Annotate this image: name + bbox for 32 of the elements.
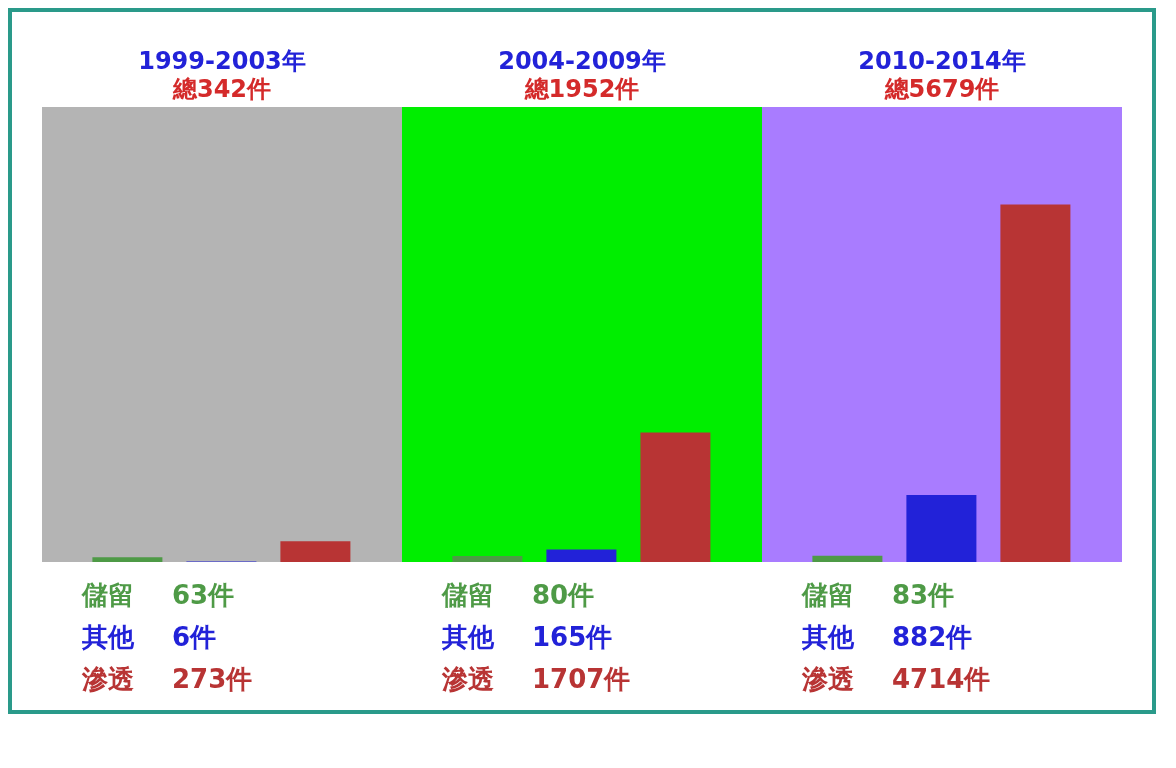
text: 滲透 <box>802 664 854 694</box>
x-tick-label: 2004-2009年 <box>498 47 666 75</box>
series-label: 儲留 <box>82 579 135 612</box>
bar <box>812 555 883 562</box>
text: 滲透 <box>82 664 134 694</box>
text: 總5679件 <box>883 75 1000 103</box>
bar <box>452 555 523 562</box>
text: 滲透 <box>442 663 495 696</box>
text: 其他 <box>442 621 495 654</box>
bar <box>906 495 977 562</box>
data-label: 80件 <box>532 580 595 610</box>
data-label: 882件 <box>892 622 973 652</box>
data-label: 4714件 <box>892 664 991 694</box>
bar <box>546 549 617 562</box>
data-label: 63件 <box>172 580 235 610</box>
data-label: 1707件 <box>532 664 631 694</box>
bar <box>280 541 351 562</box>
data-label: 6件 <box>172 622 217 652</box>
bar <box>92 557 163 562</box>
text: 儲留 <box>442 580 494 610</box>
text: 其他 <box>802 622 854 652</box>
bar <box>640 432 711 562</box>
text: 總1952件 <box>523 75 640 103</box>
text: 總342件 <box>171 75 272 103</box>
x-tick-label: 2010-2014年 <box>858 47 1026 75</box>
bar <box>1000 204 1071 562</box>
x-tick-label: 1999-2003年 <box>138 47 306 75</box>
text: 儲留 <box>802 580 854 610</box>
data-label: 165件 <box>532 622 613 652</box>
data-label: 83件 <box>892 580 955 610</box>
data-label: 273件 <box>172 664 253 694</box>
text: 其他 <box>82 622 134 652</box>
